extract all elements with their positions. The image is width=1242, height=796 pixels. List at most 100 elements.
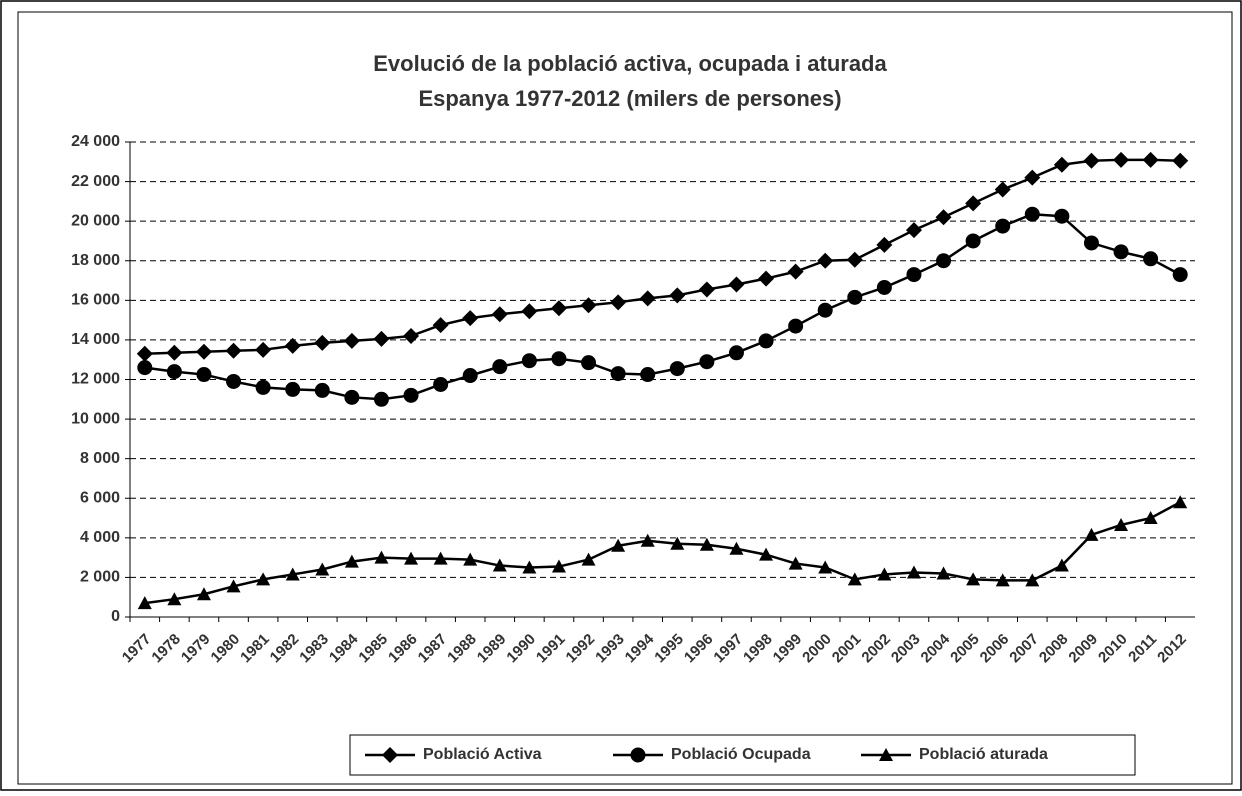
marker	[847, 572, 862, 586]
marker	[166, 344, 183, 361]
marker	[581, 355, 597, 371]
marker	[195, 343, 212, 360]
marker	[994, 181, 1011, 198]
marker	[551, 559, 566, 573]
marker	[344, 554, 359, 568]
marker	[728, 345, 744, 361]
marker	[167, 592, 182, 606]
chart-frame	[17, 11, 1233, 785]
marker	[521, 353, 537, 369]
marker	[581, 552, 596, 566]
marker	[669, 287, 686, 304]
marker	[373, 391, 389, 407]
marker	[226, 579, 241, 593]
marker	[580, 297, 597, 314]
marker	[698, 281, 715, 298]
legend-label: Població Activa	[423, 746, 542, 763]
marker	[285, 567, 300, 581]
marker	[255, 379, 271, 395]
marker	[610, 366, 626, 382]
y-tick-label: 24 000	[71, 133, 120, 150]
marker	[196, 587, 211, 601]
marker	[670, 536, 685, 550]
y-tick-label: 20 000	[71, 212, 120, 229]
marker	[1113, 151, 1130, 168]
marker	[877, 567, 892, 581]
marker	[521, 303, 538, 320]
marker	[225, 342, 242, 359]
marker	[639, 290, 656, 307]
marker	[1084, 527, 1099, 541]
legend-label: Població aturada	[919, 746, 1048, 763]
series-line	[144, 501, 1181, 605]
marker	[196, 367, 212, 383]
y-tick-label: 10 000	[71, 410, 120, 427]
legend-box	[349, 734, 1136, 776]
marker	[729, 541, 744, 555]
marker	[1054, 208, 1070, 224]
chart-subtitle: Espanya 1977-2012 (milers de persones)	[418, 86, 841, 111]
marker	[137, 360, 153, 376]
marker	[1024, 169, 1041, 186]
marker	[404, 551, 419, 565]
marker	[818, 560, 833, 574]
y-tick-label: 14 000	[71, 331, 120, 348]
marker	[492, 359, 508, 375]
marker	[285, 381, 301, 397]
marker	[936, 253, 952, 269]
marker	[965, 195, 982, 212]
marker	[462, 368, 478, 384]
marker	[640, 367, 656, 383]
marker	[905, 222, 922, 239]
marker	[1173, 495, 1188, 509]
marker	[906, 565, 921, 579]
y-tick-label: 4 000	[80, 529, 120, 546]
marker	[879, 748, 893, 761]
marker	[462, 310, 479, 327]
marker	[876, 236, 893, 253]
marker	[374, 550, 389, 564]
marker	[1083, 235, 1099, 251]
marker	[1054, 558, 1069, 572]
marker	[758, 270, 775, 287]
marker	[284, 337, 301, 354]
marker	[876, 279, 892, 295]
marker	[403, 327, 420, 344]
marker	[166, 364, 182, 380]
y-tick-label: 8 000	[80, 450, 120, 467]
marker	[758, 333, 774, 349]
marker	[966, 572, 981, 586]
marker	[640, 533, 655, 547]
marker	[935, 209, 952, 226]
marker	[817, 302, 833, 318]
y-tick-label: 18 000	[71, 252, 120, 269]
marker	[817, 252, 834, 269]
marker	[343, 332, 360, 349]
marker	[699, 354, 715, 370]
y-tick-label: 6 000	[80, 489, 120, 506]
marker	[1113, 244, 1129, 260]
marker	[846, 251, 863, 268]
marker	[492, 558, 507, 572]
y-tick-label: 0	[111, 608, 120, 625]
marker	[226, 373, 242, 389]
marker	[136, 345, 153, 362]
marker	[137, 596, 152, 610]
marker	[669, 361, 685, 377]
marker	[995, 218, 1011, 234]
marker	[491, 306, 508, 323]
marker	[373, 330, 390, 347]
marker	[728, 276, 745, 293]
marker	[522, 560, 537, 574]
y-tick-label: 16 000	[71, 292, 120, 309]
legend-label: Població Ocupada	[671, 746, 811, 763]
marker	[936, 566, 951, 580]
marker	[1143, 511, 1158, 525]
marker	[256, 572, 271, 586]
marker	[403, 387, 419, 403]
marker	[344, 389, 360, 405]
marker	[1024, 206, 1040, 222]
marker	[1053, 156, 1070, 173]
marker	[847, 289, 863, 305]
